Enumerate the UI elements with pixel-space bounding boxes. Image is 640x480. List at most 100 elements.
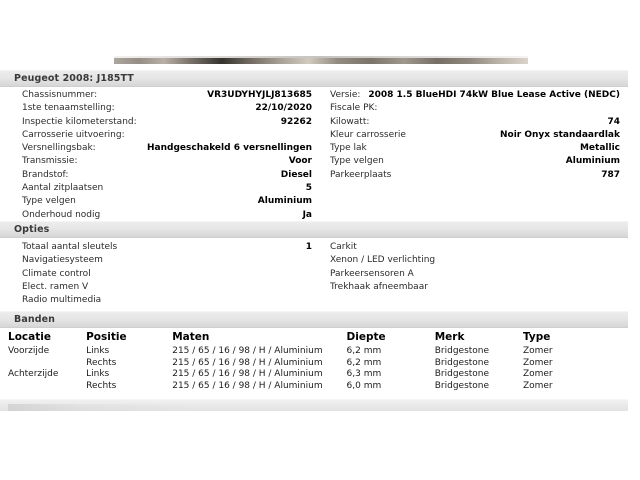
option-label: Totaal aantal sleutels — [22, 242, 118, 252]
options-section-title: Opties — [14, 224, 50, 235]
tyre-cell-merk: Bridgestone — [434, 380, 490, 391]
spec-row: Versie: 2008 1.5 BlueHDI 74kW Blue Lease … — [330, 89, 620, 102]
option-value: 1 — [305, 242, 312, 252]
spec-label: Versnellingsbak: — [22, 143, 96, 154]
options-section-bar: Opties — [0, 221, 628, 238]
vehicle-header-bar: Peugeot 2008: J185TT — [0, 70, 628, 87]
option-row: Navigatiesysteem — [22, 254, 312, 267]
option-label: Parkeersensoren A — [330, 268, 414, 279]
spec-label: Versie: — [330, 90, 361, 100]
column-header-merk: Merk — [434, 331, 465, 343]
table-row: Achterzijde Links 215 / 65 / 16 / 98 / H /… — [0, 369, 628, 381]
spec-row: Inspectie kilometerstand: 92262 — [22, 116, 312, 129]
tyre-cell-type: Zomer — [522, 369, 553, 380]
spec-row: Parkeerplaats 787 — [330, 169, 620, 182]
spec-label: Brandstof: — [22, 169, 69, 180]
tyre-cell-type: Zomer — [522, 380, 553, 391]
option-row: Totaal aantal sleutels 1 — [22, 241, 312, 254]
column-header-diepte: Diepte — [346, 331, 386, 343]
spec-label: Carrosserie uitvoering: — [22, 129, 125, 140]
tyre-cell-locatie: Voorzijde — [8, 346, 50, 356]
tyre-cell-positie: Rechts — [86, 380, 117, 391]
spec-value: 5 — [305, 183, 312, 194]
spec-value: Metallic — [579, 143, 620, 154]
spec-row: Onderhoud nodig Ja — [22, 209, 312, 222]
spec-row: Type lak Metallic — [330, 142, 620, 155]
options-right-column: Carkit Xenon / LED verlichting Parkeersens… — [330, 241, 620, 294]
tyres-section-title: Banden — [14, 314, 56, 325]
specs-right-column: Versie: 2008 1.5 BlueHDI 74kW Blue Lease … — [330, 89, 620, 182]
tyre-cell-maten: 215 / 65 / 16 / 98 / H / Aluminium — [172, 357, 323, 368]
spec-value: 22/10/2020 — [255, 103, 312, 114]
spec-row: Chassisnummer: VR3UDYHYJLJ813685 — [22, 89, 312, 102]
spec-value: 2008 1.5 BlueHDI 74kW Blue Lease Active … — [368, 90, 620, 100]
option-row: Trekhaak afneembaar — [330, 281, 620, 294]
spec-label: Onderhoud nodig — [22, 209, 101, 220]
option-label: Navigatiesysteem — [22, 255, 103, 266]
option-label: Trekhaak afneembaar — [330, 281, 428, 292]
column-header-maten: Maten — [172, 331, 210, 343]
option-label: Climate control — [22, 268, 91, 279]
tyres-section-bar: Banden — [0, 311, 628, 328]
tyres-table-header-row: Locatie Positie Maten Diepte Merk Type — [0, 330, 628, 346]
spec-value: Aluminium — [257, 196, 312, 207]
tyre-cell-merk: Bridgestone — [434, 369, 490, 380]
column-header-locatie: Locatie — [8, 331, 51, 343]
spec-row: Kleur carrosserie Noir Onyx standaardlak — [330, 129, 620, 142]
spec-label: Kleur carrosserie — [330, 129, 406, 140]
tyre-cell-locatie: Achterzijde — [8, 369, 59, 380]
tyre-cell-locatie — [0, 358, 86, 370]
table-row: Voorzijde Links 215 / 65 / 16 / 98 / H / A… — [0, 346, 628, 358]
tyre-cell-diepte: 6,2 mm — [346, 357, 382, 368]
spec-value: 74 — [607, 116, 620, 127]
table-row: Rechts 215 / 65 / 16 / 98 / H / Aluminium… — [0, 358, 628, 370]
specs-left-column: Chassisnummer: VR3UDYHYJLJ813685 1ste tena… — [22, 89, 312, 222]
spec-row: 1ste tenaamstelling: 22/10/2020 — [22, 102, 312, 115]
vehicle-photo-strip-fade — [114, 56, 528, 58]
tyre-cell-positie: Links — [86, 369, 110, 380]
page-title: Peugeot 2008: J185TT — [14, 73, 134, 84]
table-row: Rechts 215 / 65 / 16 / 98 / H / Aluminium… — [0, 381, 628, 393]
spec-row: Type velgen Aluminium — [22, 195, 312, 208]
spec-row: Kilowatt: 74 — [330, 116, 620, 129]
spec-label: Parkeerplaats — [330, 169, 392, 180]
spec-row: Aantal zitplaatsen 5 — [22, 182, 312, 195]
column-header-type: Type — [522, 331, 551, 343]
tyre-cell-type: Zomer — [522, 346, 553, 356]
spec-label: Type velgen — [22, 196, 76, 207]
tyre-cell-merk: Bridgestone — [434, 346, 490, 356]
tyre-cell-diepte: 6,0 mm — [346, 380, 382, 391]
spec-value: 92262 — [280, 116, 312, 127]
spec-value: 787 — [601, 169, 620, 180]
spec-value: Aluminium — [565, 156, 620, 167]
option-row: Xenon / LED verlichting — [330, 254, 620, 267]
spec-label: Transmissie: — [22, 156, 78, 167]
option-row: Climate control — [22, 268, 312, 281]
tyre-cell-maten: 215 / 65 / 16 / 98 / H / Aluminium — [172, 380, 323, 391]
spec-value: Handgeschakeld 6 versnellingen — [147, 143, 312, 154]
spec-value: Noir Onyx standaardlak — [500, 129, 620, 140]
option-row: Radio multimedia — [22, 294, 312, 307]
spec-value: Ja — [302, 209, 312, 220]
spec-value: Diesel — [280, 169, 312, 180]
spec-row: Carrosserie uitvoering: — [22, 129, 312, 142]
spec-label: 1ste tenaamstelling: — [22, 103, 115, 114]
tyre-cell-positie: Rechts — [86, 357, 117, 368]
vehicle-photo-strip — [114, 58, 528, 64]
spec-label: Type velgen — [330, 156, 384, 167]
tyres-table: Locatie Positie Maten Diepte Merk Type V… — [0, 330, 628, 392]
option-label: Radio multimedia — [22, 295, 102, 306]
spec-row: Fiscale PK: — [330, 102, 620, 115]
spec-label: Aantal zitplaatsen — [22, 183, 104, 194]
bottom-section-bar-ghost — [8, 404, 186, 411]
spec-label: Chassisnummer: — [22, 90, 98, 100]
tyre-cell-merk: Bridgestone — [434, 357, 490, 368]
tyre-cell-positie: Links — [86, 346, 110, 356]
spec-value: Voor — [288, 156, 312, 167]
spec-value: VR3UDYHYJLJ813685 — [207, 90, 312, 100]
option-label: Elect. ramen V — [22, 281, 89, 292]
column-header-positie: Positie — [86, 331, 127, 343]
tyre-cell-type: Zomer — [522, 357, 553, 368]
spec-row: Brandstof: Diesel — [22, 169, 312, 182]
